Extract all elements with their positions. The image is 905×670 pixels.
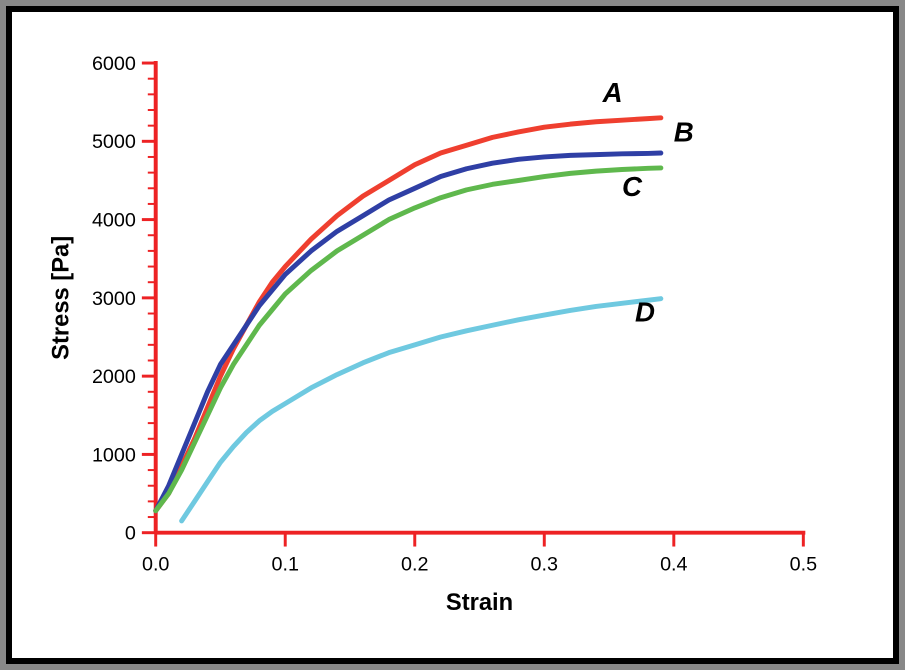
y-tick-label: 3000 bbox=[92, 288, 136, 310]
x-axis-label: Strain bbox=[446, 590, 513, 616]
y-tick-label: 1000 bbox=[92, 444, 136, 466]
series-label-C: C bbox=[622, 171, 643, 202]
chart-area: 0 1000 2000 3000 4000 5000 6000 0.0 0.1 0.2 0.3 0.4… bbox=[42, 32, 833, 628]
y-tick-label: 5000 bbox=[92, 131, 136, 153]
y-tick-label: 4000 bbox=[92, 210, 136, 232]
stress-strain-chart: 0 1000 2000 3000 4000 5000 6000 0.0 0.1 0.2 0.3 0.4… bbox=[42, 32, 833, 628]
plot-bg bbox=[42, 33, 833, 626]
x-tick-label: 0.4 bbox=[660, 553, 687, 575]
x-tick-label: 0.1 bbox=[271, 553, 298, 575]
y-tick-label: 2000 bbox=[92, 366, 136, 388]
x-tick-label: 0.5 bbox=[790, 553, 817, 575]
x-tick-label: 0.0 bbox=[142, 553, 169, 575]
y-tick-label: 6000 bbox=[92, 53, 136, 75]
series-label-D: D bbox=[635, 296, 655, 327]
x-tick-label: 0.3 bbox=[531, 553, 558, 575]
y-tick-label: 0 bbox=[125, 523, 136, 545]
page-outer: 0 1000 2000 3000 4000 5000 6000 0.0 0.1 0.2 0.3 0.4… bbox=[0, 0, 905, 670]
y-axis-label: Stress [Pa] bbox=[49, 236, 75, 360]
x-tick-label: 0.2 bbox=[401, 553, 428, 575]
series-label-B: B bbox=[674, 116, 694, 147]
chart-frame: 0 1000 2000 3000 4000 5000 6000 0.0 0.1 0.2 0.3 0.4… bbox=[6, 6, 899, 664]
series-label-A: A bbox=[602, 77, 623, 108]
